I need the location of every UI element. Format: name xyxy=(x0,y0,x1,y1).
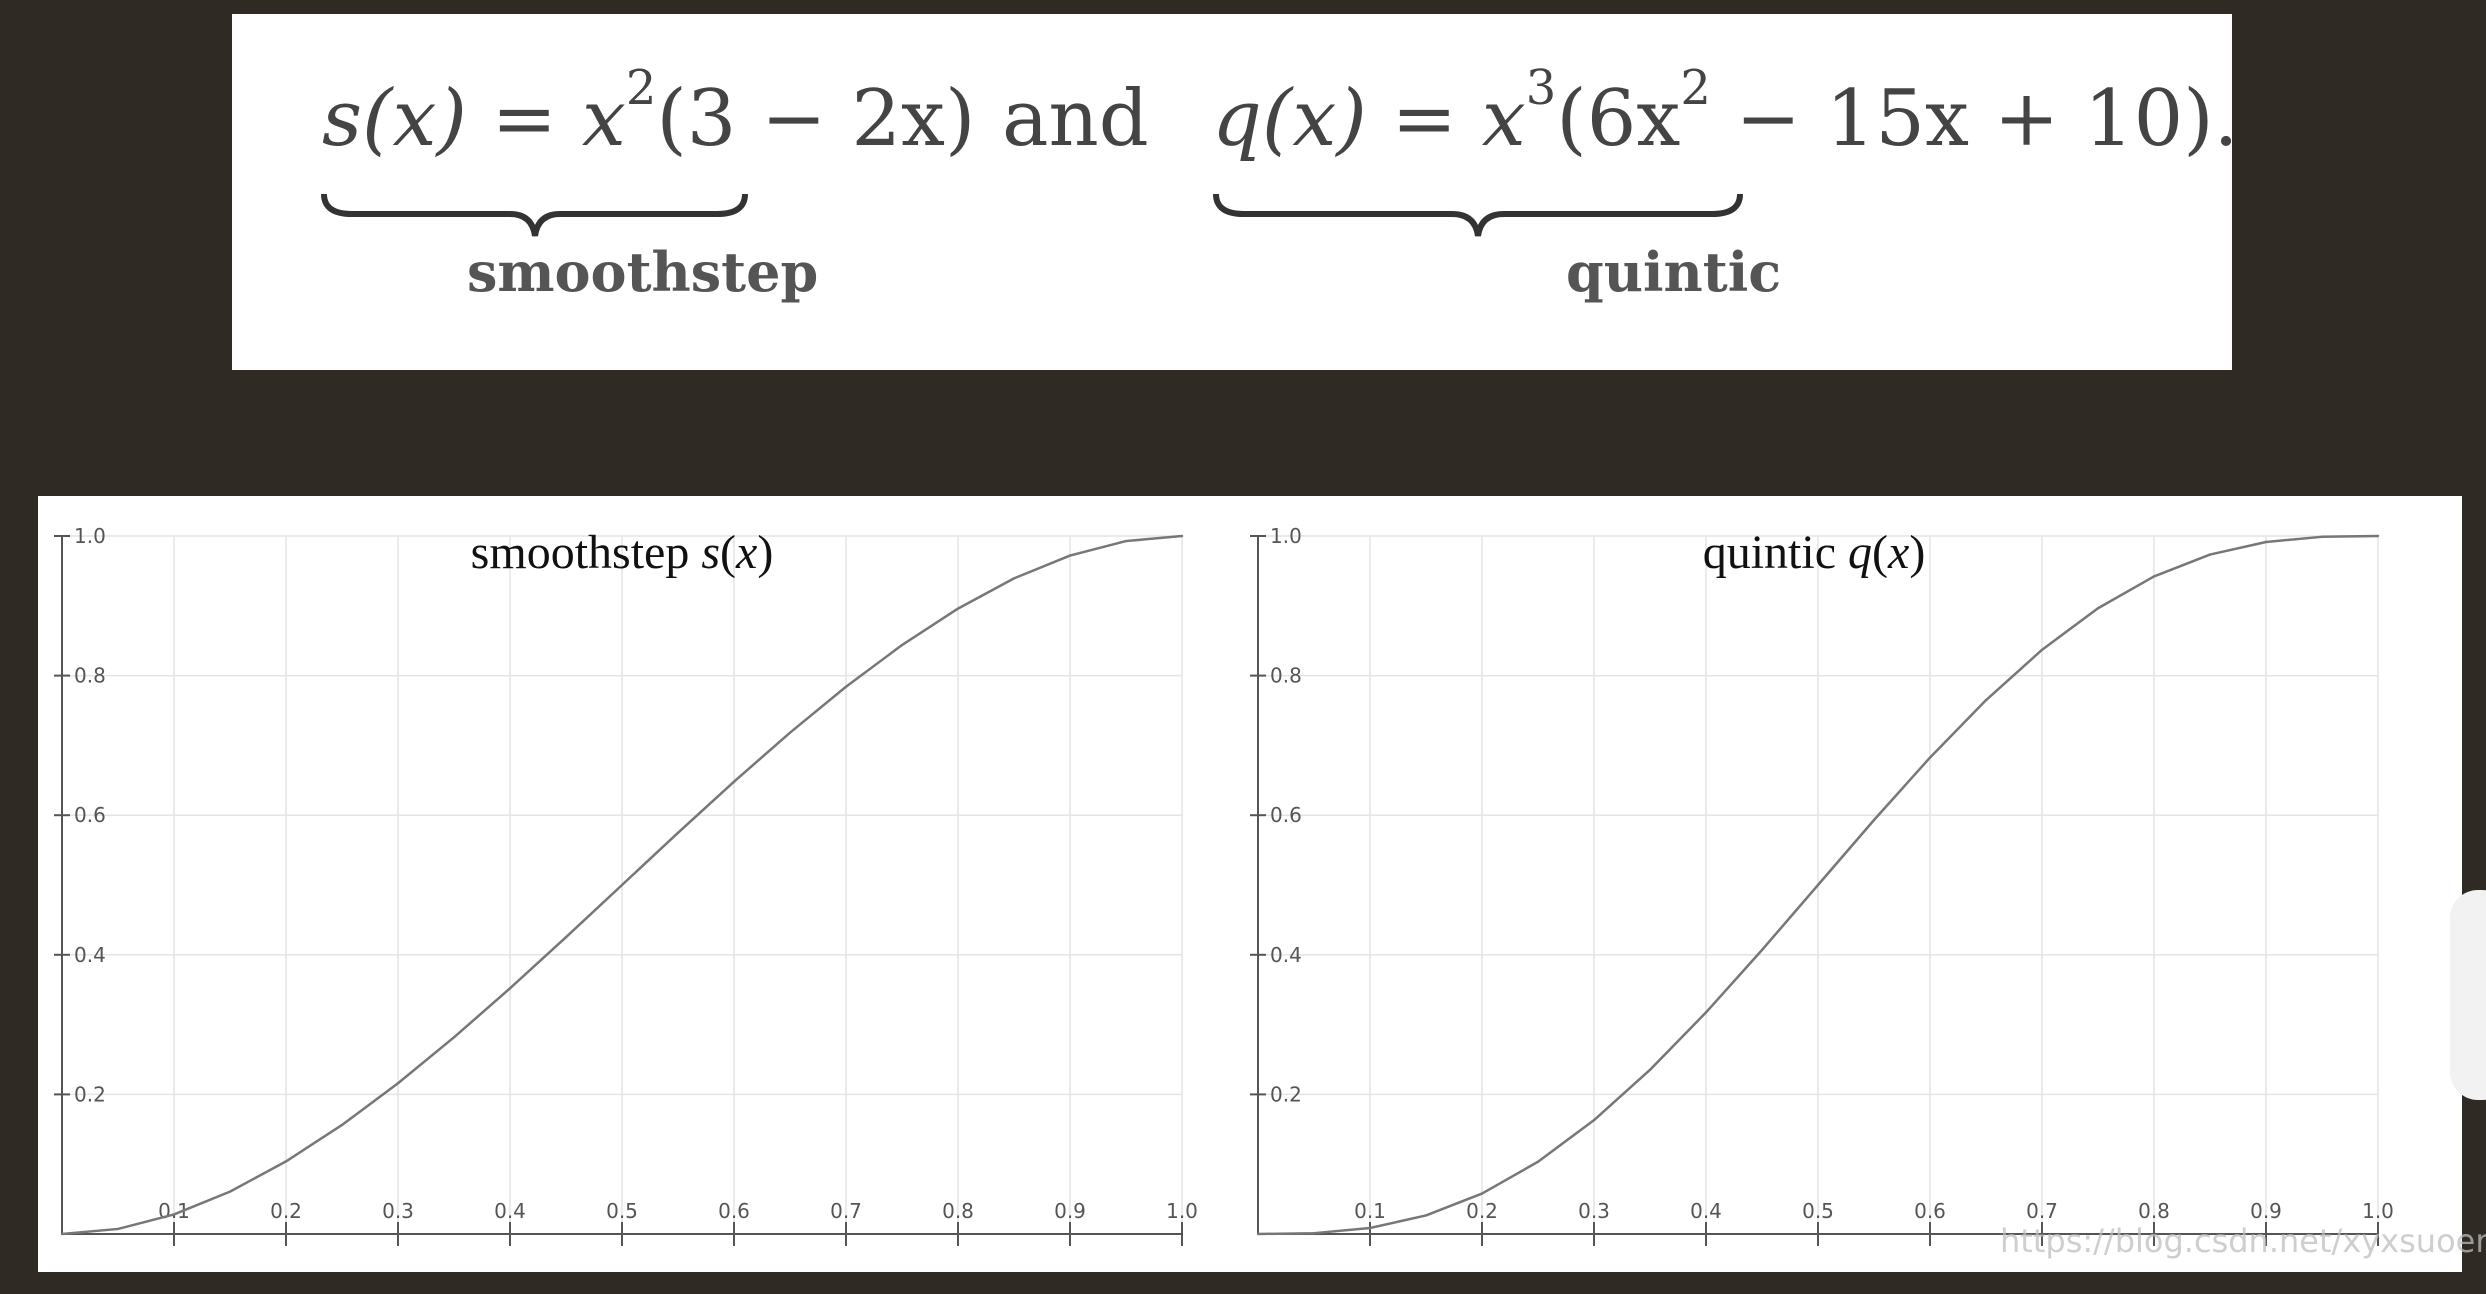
quintic-point-12 xyxy=(1928,756,1932,759)
smoothstep-y-tick-label-5: 1.0 xyxy=(74,524,106,548)
quintic-point-19 xyxy=(2320,535,2324,539)
smoothstep-y-tick-label-2: 0.4 xyxy=(74,943,106,967)
quintic-point-16 xyxy=(2152,575,2156,578)
smoothstep-x-tick-label-7: 0.7 xyxy=(830,1199,862,1223)
quintic-x-tick-label-3: 0.3 xyxy=(1578,1199,1610,1223)
smoothstep-point-13 xyxy=(788,731,792,734)
smoothstep-point-2 xyxy=(172,1213,176,1216)
smoothstep-chart-title: smoothstep s(x) xyxy=(471,526,774,579)
smoothstep-point-18 xyxy=(1068,554,1072,557)
smoothstep-underbrace xyxy=(321,193,748,237)
smoothstep-chart: 0.1 0.2 0.3 0.4 0.5 0.6 0.7 0.8 0.9 1.00.20.40.60… xyxy=(54,524,1198,1246)
smoothstep-point-17 xyxy=(1012,577,1016,580)
smoothstep-label: smoothstep xyxy=(467,240,819,304)
quintic-underbrace xyxy=(1213,193,1743,237)
smoothstep-x-tick-label-4: 0.4 xyxy=(494,1199,526,1223)
quintic-chart: 0.1 0.2 0.3 0.4 0.5 0.6 0.7 0.8 0.9 1.0 0.2 0.4 0.6 0… xyxy=(1250,524,2394,1246)
quintic-y-tick-label-2: 0.4 xyxy=(1270,943,1302,967)
smoothstep-y-tick-label-1: 0.2 xyxy=(74,1082,106,1106)
smoothstep-y-tick-label-3: 0.6 xyxy=(74,803,106,827)
and-connector: and xyxy=(1002,74,1149,164)
smoothstep-point-8 xyxy=(508,987,512,990)
smoothstep-point-9 xyxy=(564,935,568,939)
quintic-point-13 xyxy=(1984,698,1988,702)
quintic-point-9 xyxy=(1760,948,1764,952)
quintic-y-tick-label-4: 0.8 xyxy=(1270,664,1302,688)
smoothstep-point-16 xyxy=(956,607,960,610)
smoothstep-x-tick-label-9: 0.9 xyxy=(1054,1199,1086,1223)
quintic-point-5 xyxy=(1536,1160,1540,1163)
quintic-point-20 xyxy=(2376,534,2380,538)
watermark: https://blog.csdn.net/xyxsuoer xyxy=(2000,1222,2486,1260)
smoothstep-x-tick-label-3: 0.3 xyxy=(382,1199,414,1223)
charts-canvas: 0.1 0.2 0.3 0.4 0.5 0.6 0.7 0.8 0.9 1.0 0.2 0.4 0.6 0… xyxy=(54,524,2394,1246)
smoothstep-point-10 xyxy=(620,883,624,887)
smoothstep-point-7 xyxy=(452,1036,456,1039)
quintic-point-0 xyxy=(1256,1232,1260,1236)
quintic-y-tick-label-1: 0.2 xyxy=(1270,1082,1302,1106)
quintic-point-1 xyxy=(1312,1231,1316,1235)
smoothstep-x-tick-label-8: 0.8 xyxy=(942,1199,974,1223)
quintic-point-14 xyxy=(2040,648,2044,652)
smoothstep-point-4 xyxy=(284,1160,288,1163)
smoothstep-point-15 xyxy=(900,643,904,647)
quintic-x-tick-label-2: 0.2 xyxy=(1466,1199,1498,1223)
quintic-label: quintic xyxy=(1566,240,1782,304)
quintic-y-tick-label-5: 1.0 xyxy=(1270,524,1302,548)
smoothstep-point-1 xyxy=(116,1227,120,1231)
smoothstep-formula: s(x) = x2(3 − 2x) xyxy=(322,60,976,164)
smoothstep-y-tick-label-4: 0.8 xyxy=(74,664,106,688)
smoothstep-point-20 xyxy=(1180,534,1184,538)
quintic-point-3 xyxy=(1424,1214,1428,1217)
underbraces xyxy=(321,193,1743,237)
quintic-point-6 xyxy=(1592,1118,1596,1122)
smoothstep-x-tick-label-6: 0.6 xyxy=(718,1199,750,1223)
quintic-point-4 xyxy=(1480,1192,1484,1195)
quintic-x-tick-label-9: 0.9 xyxy=(2250,1199,2282,1223)
quintic-x-tick-label-7: 0.7 xyxy=(2026,1199,2058,1223)
smoothstep-point-12 xyxy=(732,780,736,783)
quintic-point-2 xyxy=(1368,1226,1372,1230)
quintic-x-tick-label-5: 0.5 xyxy=(1802,1199,1834,1223)
quintic-y-tick-label-3: 0.6 xyxy=(1270,803,1302,827)
quintic-point-10 xyxy=(1816,883,1820,887)
quintic-x-tick-label-1: 0.1 xyxy=(1354,1199,1386,1223)
quintic-point-8 xyxy=(1704,1011,1708,1014)
quintic-point-15 xyxy=(2096,607,2100,610)
smoothstep-point-19 xyxy=(1124,539,1128,543)
quintic-x-tick-label-4: 0.4 xyxy=(1690,1199,1722,1223)
smoothstep-x-tick-label-10: 1.0 xyxy=(1166,1199,1198,1223)
smoothstep-x-tick-label-2: 0.2 xyxy=(270,1199,302,1223)
quintic-x-tick-label-10: 1.0 xyxy=(2362,1199,2394,1223)
smoothstep-point-0 xyxy=(60,1232,64,1236)
quintic-x-tick-label-6: 0.6 xyxy=(1914,1199,1946,1223)
smoothstep-point-14 xyxy=(844,685,848,688)
quintic-point-17 xyxy=(2208,553,2212,556)
quintic-formula: q(x) = x3(6x2 − 15x + 10). xyxy=(1212,60,2239,164)
smoothstep-point-3 xyxy=(228,1190,232,1193)
quintic-point-11 xyxy=(1872,818,1876,822)
quintic-chart-title: quintic q(x) xyxy=(1703,526,1926,579)
quintic-point-7 xyxy=(1648,1068,1652,1072)
smoothstep-x-tick-label-5: 0.5 xyxy=(606,1199,638,1223)
smoothstep-point-6 xyxy=(396,1082,400,1085)
smoothstep-point-11 xyxy=(676,831,680,835)
quintic-x-tick-label-8: 0.8 xyxy=(2138,1199,2170,1223)
quintic-point-18 xyxy=(2264,540,2268,544)
formula-panel: s(x) = x2(3 − 2x) and q(x) = x3(6x2 − 15… xyxy=(232,14,2238,370)
charts-panel: 0.1 0.2 0.3 0.4 0.5 0.6 0.7 0.8 0.9 1.0 0.2 0.4 0.6 0… xyxy=(38,496,2462,1272)
scroll-handle[interactable] xyxy=(2450,890,2486,1100)
smoothstep-point-5 xyxy=(340,1123,344,1127)
